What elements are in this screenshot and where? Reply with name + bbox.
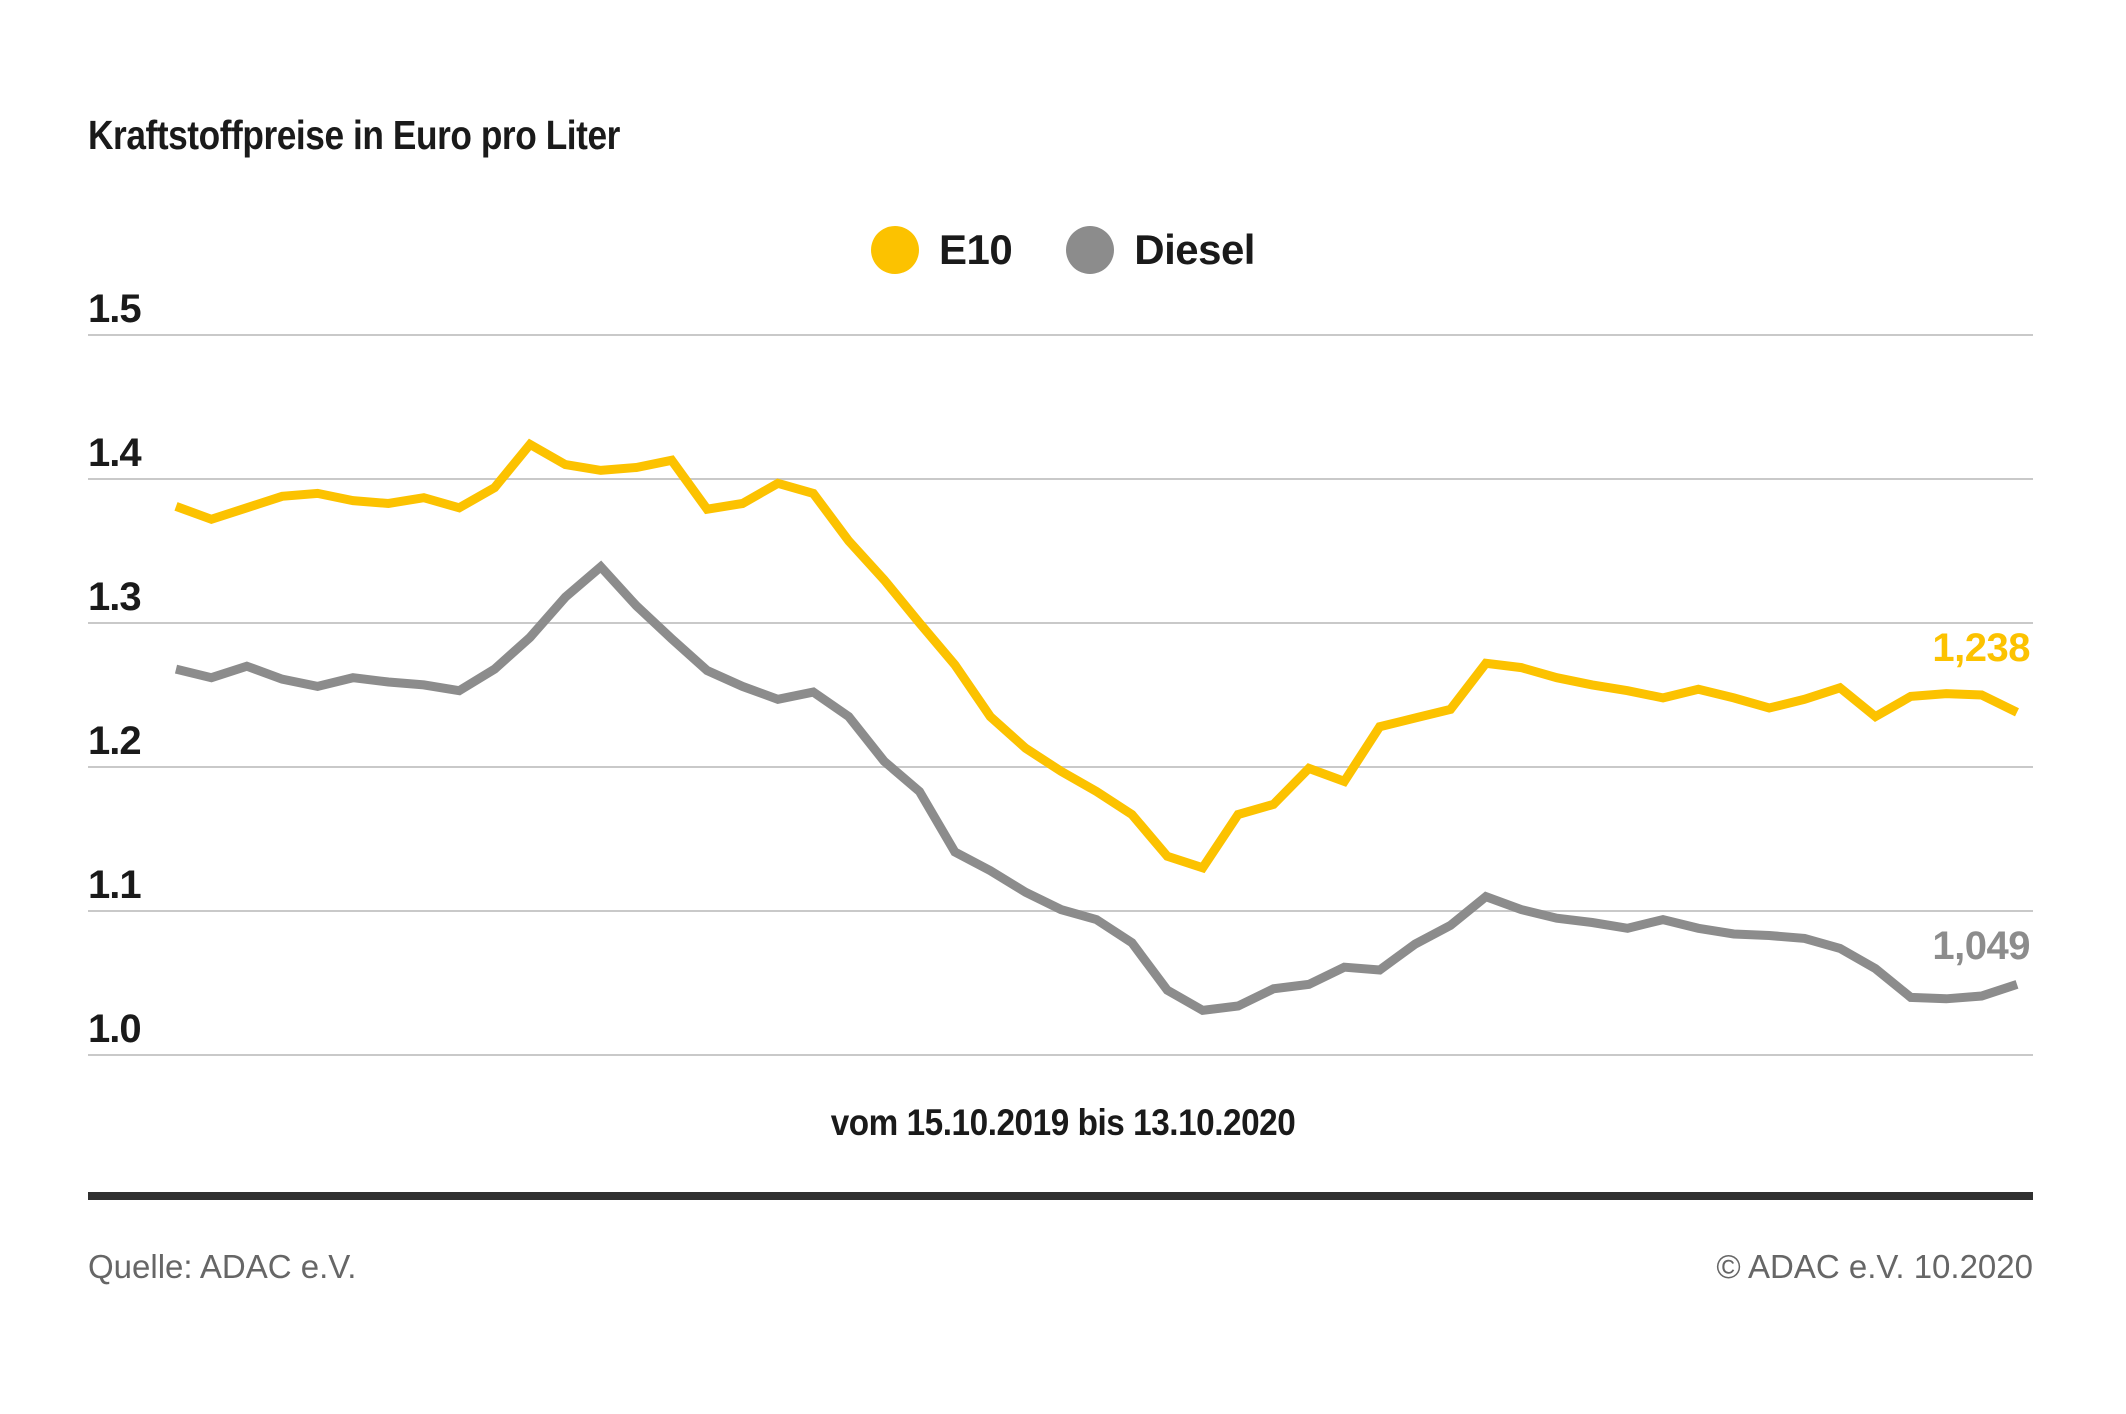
e10-line [174, 438, 2019, 874]
y-axis-label: 1.5 [88, 287, 142, 331]
y-axis-label: 1.0 [88, 1007, 142, 1051]
source-text: Quelle: ADAC e.V. [88, 1248, 357, 1285]
chart-title: Kraftstoffpreise in Euro pro Liter [88, 112, 620, 158]
legend: E10 Diesel [0, 226, 2126, 274]
diesel-end-value-label: 1,049 [1932, 924, 2030, 968]
legend-item-diesel: Diesel [1066, 226, 1255, 274]
y-axis-label: 1.3 [88, 575, 142, 619]
e10-legend-dot-icon [871, 226, 919, 274]
divider-rule [88, 1192, 2033, 1200]
copyright-text: © ADAC e.V. 10.2020 [1716, 1248, 2033, 1285]
date-range-label: vom 15.10.2019 bis 13.10.2020 [830, 1102, 1296, 1143]
y-axis-label: 1.2 [88, 719, 142, 763]
y-axis-label: 1.1 [88, 863, 142, 907]
legend-item-e10: E10 [871, 226, 1013, 274]
e10-legend-label: E10 [939, 226, 1013, 273]
diesel-legend-label: Diesel [1134, 226, 1255, 273]
diesel-legend-dot-icon [1066, 226, 1115, 274]
y-axis-label: 1.4 [88, 431, 142, 475]
diesel-line [174, 560, 2019, 1016]
e10-end-value-label: 1,238 [1932, 626, 2030, 670]
